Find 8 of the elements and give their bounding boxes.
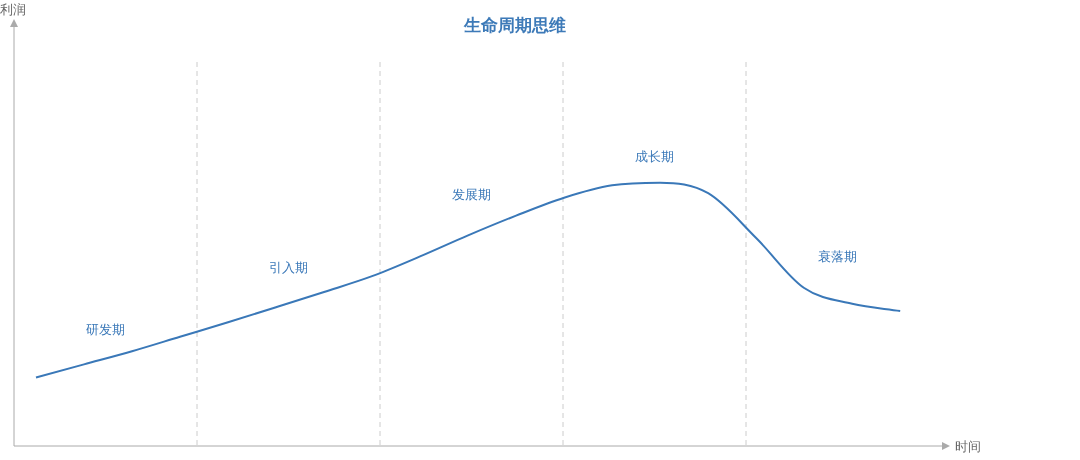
- annotation: 衰落期: [818, 247, 857, 266]
- x-axis-title: 时间: [955, 438, 981, 456]
- annotation: 发展期: [452, 186, 491, 205]
- annotation: 研发期: [86, 321, 125, 340]
- text: 利润: [0, 1, 26, 19]
- text: 成长期: [635, 147, 674, 166]
- annotation: 引入期: [269, 259, 308, 278]
- chart-title: 生命周期思维: [464, 14, 566, 37]
